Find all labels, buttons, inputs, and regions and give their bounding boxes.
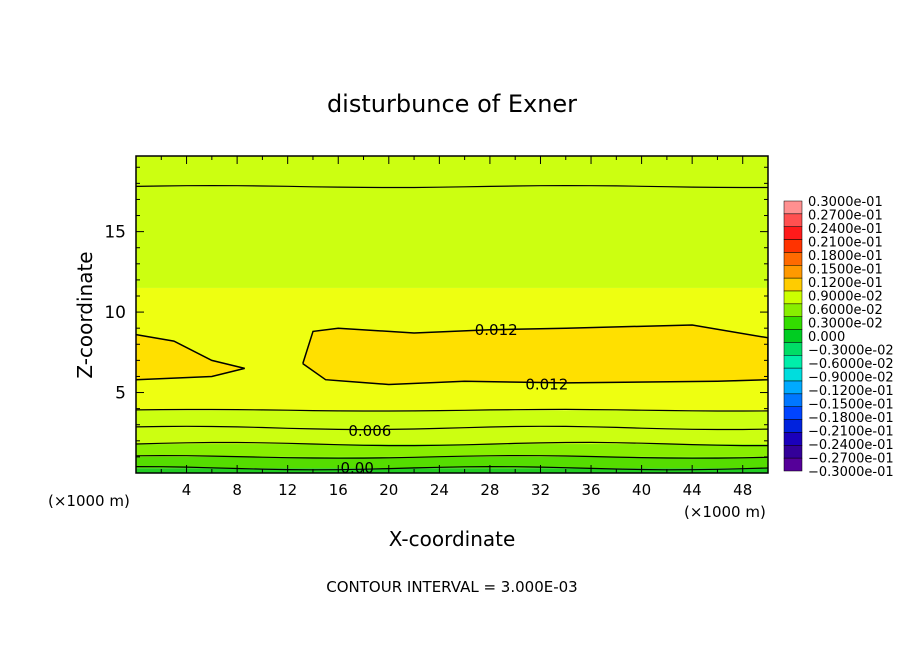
contour-009 bbox=[136, 408, 768, 412]
plot-frame bbox=[135, 155, 769, 474]
colorbar-label: −0.1200e-01 bbox=[808, 384, 894, 399]
colorbar-swatch bbox=[783, 303, 803, 317]
colorbar-swatch bbox=[783, 432, 803, 446]
x-axis: 4 8 12 16 20 24 28 32 36 40 44 48 bbox=[135, 156, 769, 499]
colorbar-label: 0.2700e-01 bbox=[808, 209, 883, 224]
field-layer-2 bbox=[136, 444, 768, 457]
x-tick-label: 16 bbox=[329, 481, 348, 499]
contour-003-upper bbox=[136, 441, 768, 447]
contour-label-3: 0.00 bbox=[340, 459, 373, 477]
field-layer-4 bbox=[136, 410, 768, 428]
colorbar-swatch bbox=[783, 239, 803, 253]
chart-title: disturbunce of Exner bbox=[327, 90, 577, 118]
contour-012-left bbox=[136, 333, 245, 381]
colorbar-swatch bbox=[783, 419, 803, 433]
x-tick-label: 32 bbox=[531, 481, 550, 499]
x-tick-label: 12 bbox=[278, 481, 297, 499]
colorbar-swatch bbox=[783, 316, 803, 330]
colorbar-swatch bbox=[783, 213, 803, 227]
field-max-left bbox=[136, 334, 245, 380]
colorbar-label: 0.1200e-01 bbox=[808, 276, 883, 291]
contour-interval-note: CONTOUR INTERVAL = 3.000E-03 bbox=[326, 578, 577, 596]
colorbar: 0.3000e-010.2700e-010.2400e-010.2100e-01… bbox=[783, 195, 894, 480]
contour-label-2: 0.006 bbox=[348, 422, 391, 440]
colorbar-label: −0.2700e-01 bbox=[808, 452, 894, 467]
colorbar-swatch bbox=[783, 265, 803, 279]
colorbar-label: −0.9000e-02 bbox=[808, 371, 894, 386]
colorbar-label: 0.3000e-02 bbox=[808, 317, 883, 332]
contour-labels: 0.012 0.012 0.006 0.00 bbox=[340, 321, 568, 477]
field-layer-7 bbox=[136, 186, 768, 288]
field-layer-0 bbox=[136, 468, 768, 473]
field-layer-8 bbox=[136, 156, 768, 187]
colorbar-label: 0.9000e-02 bbox=[808, 290, 883, 305]
colorbar-swatch bbox=[783, 277, 803, 292]
colorbar-label: −0.6000e-02 bbox=[808, 357, 894, 372]
colorbar-label: −0.2100e-01 bbox=[808, 425, 894, 440]
colorbar-swatch bbox=[783, 329, 803, 343]
colorbar-label: −0.1800e-01 bbox=[808, 411, 894, 426]
x-unit-right: (×1000 m) bbox=[684, 503, 766, 521]
contour-label-1: 0.012 bbox=[525, 375, 568, 393]
field-max-right bbox=[302, 325, 768, 385]
x-tick-label: 36 bbox=[581, 481, 600, 499]
x-axis-label: X-coordinate bbox=[389, 527, 516, 551]
field-layer-3 bbox=[136, 427, 768, 445]
colorbar-swatch bbox=[783, 406, 803, 420]
x-tick-label: 40 bbox=[632, 481, 651, 499]
colorbar-swatch bbox=[783, 290, 803, 305]
x-tick-label: 28 bbox=[480, 481, 499, 499]
contour-lines bbox=[136, 184, 768, 471]
colorbar-swatch bbox=[783, 226, 803, 240]
x-tick-label: 8 bbox=[232, 481, 242, 499]
x-unit-left: (×1000 m) bbox=[48, 492, 130, 510]
field-layer-1 bbox=[136, 456, 768, 469]
colorbar-label: −0.3000e-01 bbox=[808, 465, 894, 480]
colorbar-label: 0.2100e-01 bbox=[808, 236, 883, 251]
plot-area bbox=[136, 156, 768, 473]
colorbar-swatch bbox=[783, 367, 803, 382]
colorbar-label: −0.1500e-01 bbox=[808, 398, 894, 413]
y-axis-label: Z-coordinate bbox=[73, 251, 97, 378]
y-tick-label: 10 bbox=[104, 303, 126, 323]
colorbar-swatch bbox=[783, 457, 803, 472]
colorbar-label: 0.2400e-01 bbox=[808, 222, 883, 237]
colorbar-swatch bbox=[783, 380, 803, 395]
colorbar-label: 0.000 bbox=[808, 330, 845, 345]
colorbar-label: 0.1800e-01 bbox=[808, 249, 883, 264]
contour-upper bbox=[136, 184, 768, 189]
y-tick-label: 15 bbox=[104, 223, 126, 243]
colorbar-swatch bbox=[783, 342, 803, 356]
colorbar-swatch bbox=[783, 200, 803, 215]
x-tick-label: 48 bbox=[733, 481, 752, 499]
x-tick-label: 24 bbox=[430, 481, 449, 499]
x-tick-label: 44 bbox=[683, 481, 702, 499]
colorbar-label: −0.3000e-02 bbox=[808, 344, 894, 359]
x-tick-label: 4 bbox=[182, 481, 192, 499]
y-axis: 5 10 15 bbox=[104, 166, 768, 458]
x-tick-label: 20 bbox=[379, 481, 398, 499]
contour-006 bbox=[136, 425, 768, 431]
y-tick-label: 5 bbox=[115, 384, 126, 404]
colorbar-label: 0.6000e-02 bbox=[808, 303, 883, 318]
colorbar-swatch bbox=[783, 393, 803, 407]
field-layer-5 bbox=[136, 384, 768, 411]
colorbar-swatch bbox=[783, 445, 803, 459]
colorbar-swatch bbox=[783, 355, 803, 369]
colorbar-swatch bbox=[783, 252, 803, 266]
contour-012-right bbox=[302, 324, 768, 386]
colorbar-label: 0.1500e-01 bbox=[808, 263, 883, 278]
colorbar-label: −0.2400e-01 bbox=[808, 438, 894, 453]
contour-000 bbox=[136, 465, 768, 471]
colorbar-label: 0.3000e-01 bbox=[808, 195, 883, 210]
contour-003 bbox=[136, 454, 768, 459]
contour-label-0: 0.012 bbox=[475, 321, 518, 339]
